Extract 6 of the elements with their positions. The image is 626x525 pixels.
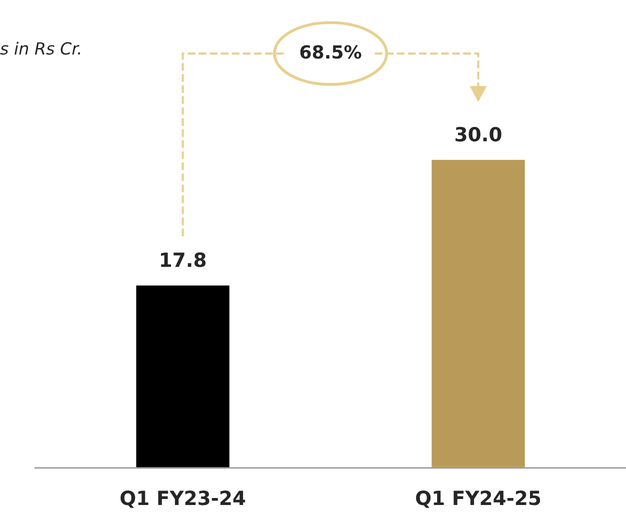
text: s in Rs Cr.: [0, 42, 80, 55]
x-tick-label: Q1 FY23-24: [120, 490, 246, 508]
text: 68.5%: [300, 45, 362, 59]
data-label: 17.8: [161, 252, 206, 268]
x-tick-label: Q1 FY24-25: [416, 490, 540, 508]
data-label: 30.0: [456, 126, 502, 142]
